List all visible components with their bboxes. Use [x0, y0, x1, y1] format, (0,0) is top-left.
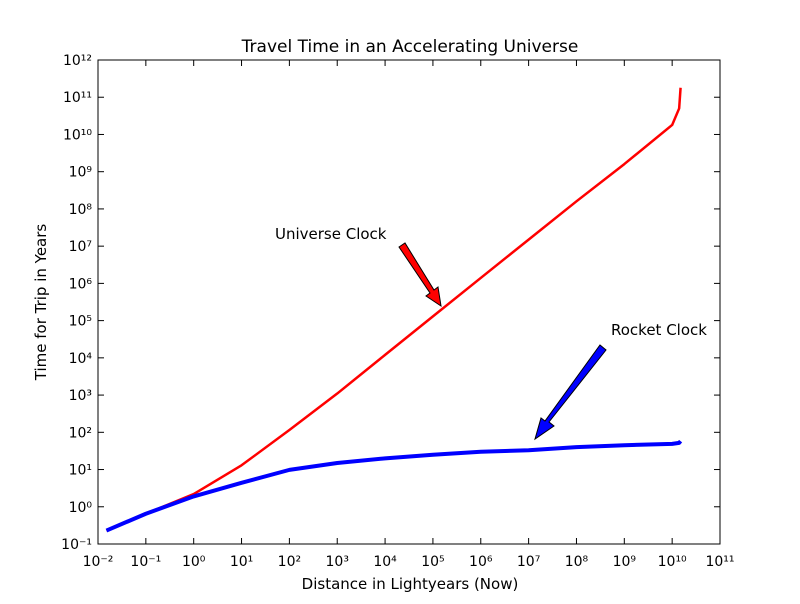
x-tick-label: 10⁻¹	[130, 554, 161, 570]
y-tick-label: 10⁻¹	[61, 537, 92, 553]
y-tick-label: 10¹	[69, 463, 92, 479]
y-tick-label: 10⁹	[69, 165, 93, 181]
y-tick-label: 10²	[69, 425, 92, 441]
x-tick-label: 10⁴	[373, 554, 397, 570]
series-line	[105, 87, 682, 532]
x-tick-label: 10⁶	[469, 554, 493, 570]
x-tick-label: 10⁹	[613, 554, 637, 570]
y-tick-label: 10⁶	[69, 276, 93, 292]
y-tick-label: 10¹¹	[63, 90, 92, 106]
x-tick-label: 10¹⁰	[658, 554, 687, 570]
x-tick-label: 10⁷	[517, 554, 540, 570]
y-tick-label: 10⁰	[69, 500, 93, 516]
x-tick-label: 10²	[278, 554, 301, 570]
y-tick-label: 10¹²	[63, 53, 92, 69]
x-tick-label: 10⁵	[421, 554, 444, 570]
x-axis-label: Distance in Lightyears (Now)	[302, 575, 519, 593]
chart-title: Travel Time in an Accelerating Universe	[241, 37, 579, 57]
x-tick-label: 10⁰	[182, 554, 206, 570]
plot-frame	[97, 59, 721, 545]
annotation-arrow	[534, 344, 607, 441]
y-tick-label: 10¹⁰	[63, 127, 92, 143]
y-tick-label: 10⁸	[69, 202, 93, 218]
x-tick-label: 10⁸	[565, 554, 589, 570]
x-tick-label: 10³	[326, 554, 349, 570]
x-tick-label: 10¹	[230, 554, 253, 570]
y-tick-label: 10⁵	[69, 314, 92, 330]
x-tick-label: 10⁻²	[83, 554, 114, 570]
annotation: Universe Clock	[275, 225, 387, 243]
plot-area	[105, 87, 683, 533]
y-tick-label: 10³	[69, 388, 92, 404]
y-axis-label: Time for Trip in Years	[32, 224, 50, 382]
series-line	[105, 439, 683, 533]
x-tick-label: 10¹¹	[705, 554, 734, 570]
y-tick-label: 10⁴	[69, 351, 93, 367]
annotation: Rocket Clock	[611, 321, 707, 339]
annotation-arrow	[398, 242, 442, 308]
y-tick-label: 10⁷	[69, 239, 92, 255]
